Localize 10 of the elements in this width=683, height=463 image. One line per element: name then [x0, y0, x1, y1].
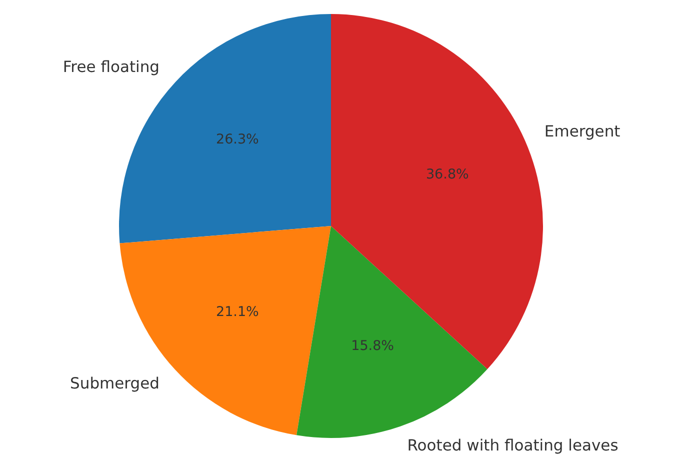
slice-label: Submerged: [70, 374, 160, 392]
data-label: 36.8%: [426, 166, 470, 182]
slice-label: Rooted with floating leaves: [407, 436, 618, 455]
slice-label: Free floating: [62, 58, 160, 76]
data-label: 15.8%: [351, 338, 394, 354]
data-label: 21.1%: [216, 304, 260, 320]
pie-slice: [296, 226, 488, 438]
slice-label: Emergent: [544, 122, 620, 140]
pie-slice: [331, 14, 543, 370]
data-label: 26.3%: [216, 131, 260, 148]
